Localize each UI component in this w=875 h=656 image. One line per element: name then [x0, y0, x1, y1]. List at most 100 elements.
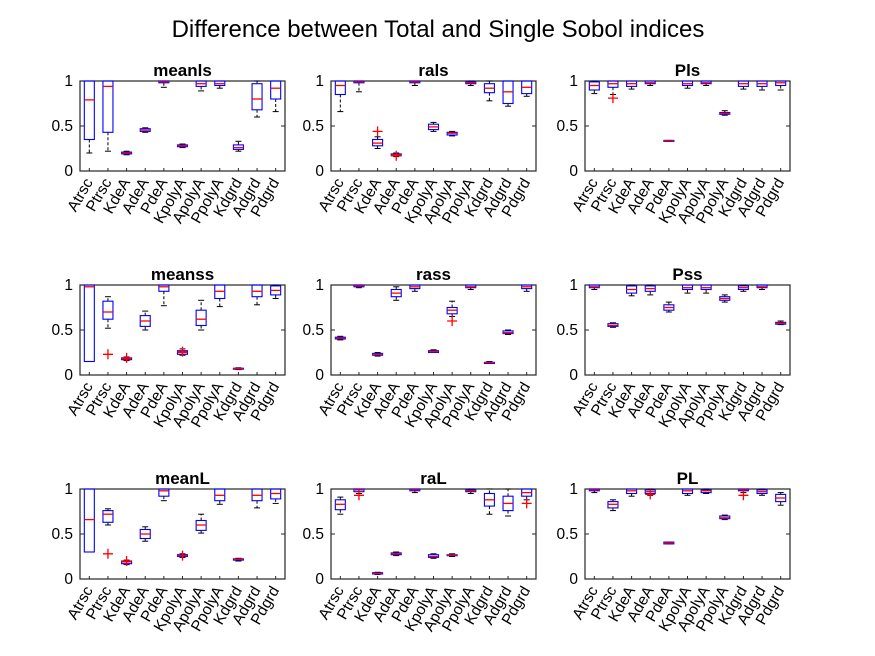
y-tick-label: 1 — [64, 481, 73, 498]
box-PpolyA — [465, 80, 477, 86]
box-PpolyA — [465, 284, 477, 290]
figure-title: Difference between Total and Single Sobo… — [172, 16, 705, 43]
y-tick-label: 0 — [569, 571, 578, 588]
iqr-box — [83, 284, 95, 363]
y-tick-label: 0 — [315, 367, 324, 384]
box-panel-meanls: meanls00.51AtrscPtrscKdeAAdeAPdeAKpolyAA… — [51, 61, 286, 227]
box-Kdgrd — [737, 80, 749, 90]
box-KpolyA — [427, 553, 440, 559]
outlier-marker — [121, 352, 132, 363]
box-Ptrsc — [607, 499, 619, 512]
box-ApolyA — [446, 300, 458, 326]
axes-frame — [330, 80, 537, 172]
box-panel-Pss: Pss00.51AtrscPtrscKdeAAdeAPdeAKpolyAApol… — [556, 265, 791, 431]
box-Ptrsc — [102, 296, 114, 360]
box-Kdgrd — [483, 488, 495, 515]
box-Ptrsc — [353, 488, 365, 501]
box-panel-raL: raL00.51AtrscPtrscKdeAAdeAPdeAKpolyAApol… — [302, 469, 537, 635]
box-Adgrd — [502, 80, 514, 107]
y-tick-label: 0 — [315, 571, 324, 588]
y-tick-label: 0.5 — [556, 526, 578, 543]
box-AdeA — [644, 488, 656, 500]
box-PdeA — [663, 541, 675, 545]
y-tick-label: 0.5 — [556, 322, 578, 339]
panel-title: Pss — [672, 265, 702, 284]
box-AdeA — [390, 286, 402, 301]
y-tick-label: 1 — [315, 277, 324, 294]
outlier-marker — [738, 490, 749, 501]
box-panel-meanL: meanL00.51AtrscPtrscKdeAAdeAPdeAKpolyAAp… — [51, 469, 286, 635]
box-Pdgrd — [270, 284, 282, 299]
box-PdeA — [409, 80, 421, 86]
box-Ptrsc — [102, 508, 114, 559]
box-ApolyA — [195, 299, 207, 331]
box-ApolyA — [446, 130, 458, 137]
box-Pdgrd — [521, 284, 533, 292]
box-ApolyA — [195, 80, 207, 92]
box-Atrsc — [334, 496, 346, 515]
axes-frame — [584, 284, 791, 376]
box-ApolyA — [195, 513, 207, 534]
box-KdeA — [372, 571, 384, 575]
box-KpolyA — [681, 488, 694, 496]
box-Ptrsc — [102, 80, 114, 152]
box-KpolyA — [176, 550, 189, 561]
y-tick-label: 0.5 — [556, 118, 578, 135]
box-KpolyA — [176, 346, 189, 357]
y-tick-label: 0 — [64, 163, 73, 180]
iqr-box — [158, 284, 170, 292]
box-Adgrd — [756, 284, 768, 290]
box-ApolyA — [700, 80, 712, 86]
box-KdeA — [626, 488, 638, 497]
y-tick-label: 0.5 — [51, 118, 73, 135]
panel-title: PL — [677, 469, 699, 488]
box-Kdgrd — [737, 284, 749, 292]
box-panel-rass: rass00.51AtrscPtrscKdeAAdeAPdeAKpolyAApo… — [302, 265, 537, 431]
box-Kdgrd — [232, 367, 244, 371]
box-KpolyA — [176, 143, 189, 149]
outlier-marker — [353, 490, 364, 501]
box-panel-rals: rals00.51AtrscPtrscKdeAAdeAPdeAKpolyAApo… — [302, 61, 537, 227]
iqr-box — [102, 80, 114, 133]
y-tick-label: 0 — [315, 163, 324, 180]
panel-title: rals — [418, 61, 448, 80]
box-PpolyA — [465, 488, 477, 494]
outlier-marker — [102, 548, 113, 559]
y-tick-label: 1 — [569, 73, 578, 90]
box-KpolyA — [427, 121, 440, 132]
box-AdeA — [390, 551, 402, 557]
box-PpolyA — [214, 284, 226, 308]
axes-frame — [584, 488, 791, 580]
y-tick-label: 0 — [64, 571, 73, 588]
axes-frame — [79, 284, 286, 376]
box-Atrsc — [83, 488, 95, 553]
box-PdeA — [409, 488, 421, 494]
y-tick-label: 1 — [315, 481, 324, 498]
box-Kdgrd — [483, 361, 495, 364]
box-Ptrsc — [353, 80, 365, 93]
y-tick-label: 0.5 — [51, 322, 73, 339]
box-Atrsc — [588, 488, 600, 494]
iqr-box — [83, 488, 95, 553]
y-tick-label: 0.5 — [302, 118, 324, 135]
box-Adgrd — [502, 329, 514, 335]
box-KpolyA — [681, 284, 694, 294]
box-PdeA — [409, 284, 421, 292]
box-PpolyA — [719, 110, 731, 116]
box-AdeA — [644, 80, 656, 86]
box-KpolyA — [427, 349, 440, 354]
outlier-marker — [102, 349, 113, 360]
iqr-box — [334, 80, 346, 96]
box-PdeA — [158, 284, 170, 307]
box-AdeA — [139, 127, 151, 133]
iqr-box — [195, 309, 207, 327]
box-panel-meanss: meanss00.51AtrscPtrscKdeAAdeAPdeAKpolyAA… — [51, 265, 286, 431]
box-PdeA — [663, 301, 675, 313]
box-Ptrsc — [353, 284, 365, 289]
y-tick-label: 1 — [569, 277, 578, 294]
outlier-marker — [177, 346, 188, 357]
y-tick-label: 0 — [64, 367, 73, 384]
box-KdeA — [372, 352, 384, 357]
box-AdeA — [139, 526, 151, 542]
axes-frame — [79, 488, 286, 580]
